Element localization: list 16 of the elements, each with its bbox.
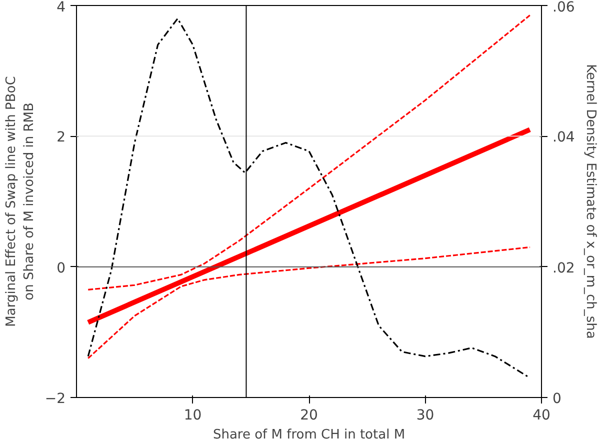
x-axis-title: Share of M from CH in total M <box>212 428 406 442</box>
x-tick-label: 30 <box>416 408 434 424</box>
line-series <box>87 14 531 290</box>
y2-tick-label: .06 <box>552 0 575 16</box>
x-tick-label: 40 <box>532 408 550 424</box>
y2-tick-label: 0 <box>552 391 562 407</box>
y2-tick-label: .04 <box>552 130 575 146</box>
x-tick-label: 20 <box>300 408 318 424</box>
y-tick-label: −2 <box>44 391 66 407</box>
y-axis-title: Marginal Effect of Swap line with PBoC on Share of M invoiced in RMB <box>4 76 37 327</box>
y-tick-label: 4 <box>56 0 66 16</box>
x-tick-label: 10 <box>184 408 202 424</box>
y-tick-label: 2 <box>56 130 66 146</box>
y2-axis-title: Kernel Density Estimate of x_or_m_ch_sha <box>582 64 598 339</box>
y-tick-label: 0 <box>56 260 66 276</box>
y2-tick-label: .02 <box>552 260 575 276</box>
